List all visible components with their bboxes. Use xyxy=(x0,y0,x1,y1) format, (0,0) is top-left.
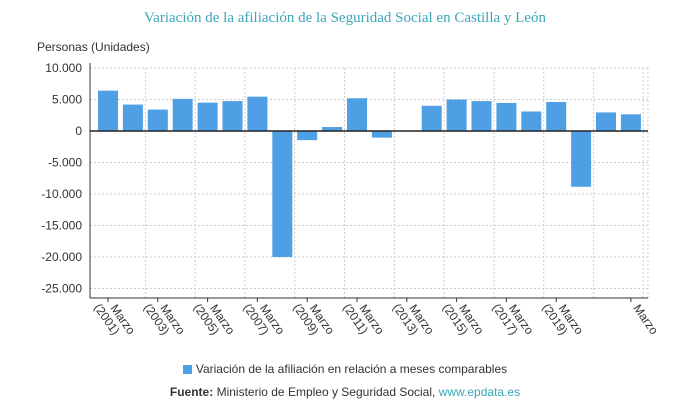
bar xyxy=(446,99,467,132)
source-text: Ministerio de Empleo y Seguridad Social, xyxy=(216,385,436,399)
y-tick-label: -10.000 xyxy=(41,187,82,201)
x-tick-label: Marzo(2009) xyxy=(290,293,337,344)
x-tick-label: Marzo(2015) xyxy=(440,293,487,344)
x-tick-label: Marzo(2019) xyxy=(539,293,586,344)
bar xyxy=(546,102,567,132)
y-tick-label: -25.000 xyxy=(41,282,82,296)
bar xyxy=(222,101,243,132)
x-tick-label: Marzo(2005) xyxy=(191,293,238,344)
source-label: Fuente: xyxy=(169,385,214,399)
y-tick-label: 5.000 xyxy=(52,93,82,107)
bar xyxy=(197,102,218,132)
bar xyxy=(471,101,492,132)
x-tick-label: Marzo(2011) xyxy=(340,293,387,344)
y-tick-label: -15.000 xyxy=(41,219,82,233)
x-tick-label: Marzo(2003) xyxy=(141,293,188,344)
bar xyxy=(272,131,293,258)
x-tick-label: Marzo(2007) xyxy=(241,293,288,344)
bar xyxy=(147,109,168,132)
x-tick-label: Marzo(2001) xyxy=(91,293,138,344)
legend-swatch xyxy=(182,365,192,374)
bar xyxy=(297,131,318,141)
legend-label: Variación de la afiliación en relación a… xyxy=(195,362,508,376)
x-tick-label: Marzo(2017) xyxy=(490,293,537,344)
bar xyxy=(496,102,517,132)
bar xyxy=(122,104,143,132)
bar xyxy=(571,131,592,187)
bar xyxy=(620,114,641,132)
bar xyxy=(347,98,367,132)
legend[interactable]: Variación de la afiliación en relación a… xyxy=(0,362,690,376)
bar xyxy=(421,105,442,132)
bar xyxy=(247,96,268,132)
bar xyxy=(371,131,392,138)
x-tick-label: Marzo xyxy=(630,302,661,338)
source-link[interactable]: www.epdata.es xyxy=(438,385,521,399)
y-tick-label: 10.000 xyxy=(45,61,82,75)
y-axis-label: Personas (Unidades) xyxy=(37,40,150,54)
chart-title: Variación de la afiliación de la Segurid… xyxy=(144,10,546,26)
bar xyxy=(98,90,118,132)
bar xyxy=(596,112,616,132)
source-line: Fuente: Ministerio de Empleo y Seguridad… xyxy=(0,385,690,399)
bar xyxy=(322,127,343,132)
bar xyxy=(172,98,193,132)
y-tick-label: 0 xyxy=(75,124,82,138)
x-tick-label: Marzo(2013) xyxy=(390,293,437,344)
y-tick-label: -20.000 xyxy=(41,250,82,264)
y-tick-label: -5.000 xyxy=(48,156,82,170)
bar xyxy=(521,111,542,132)
